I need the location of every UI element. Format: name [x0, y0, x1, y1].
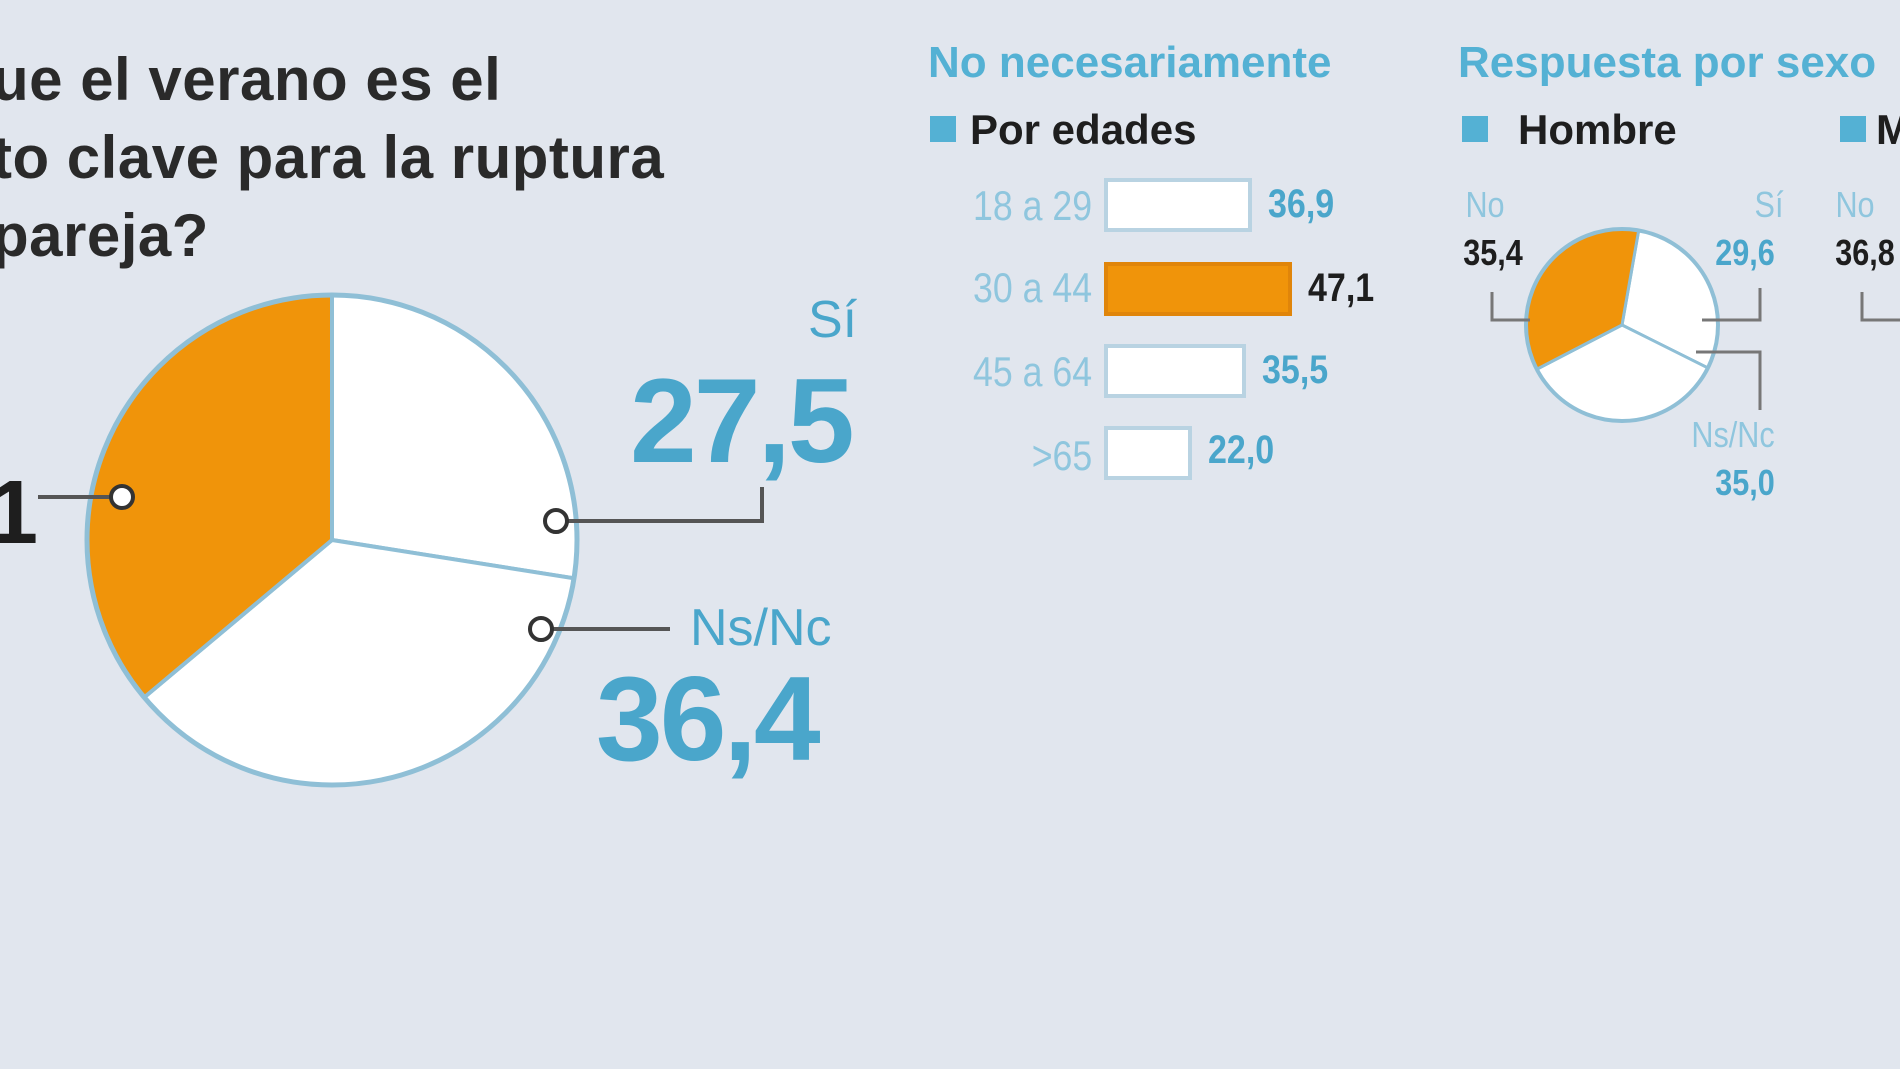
leader-dot-no — [109, 484, 135, 510]
hombre-si-value: 29,6 — [1715, 232, 1775, 273]
age-value: 47,1 — [1308, 266, 1375, 310]
age-bar — [1104, 178, 1252, 232]
question-line-3: pareja? — [0, 202, 209, 269]
main-si-value: 27,5 — [630, 354, 855, 488]
hombre-nsnc-label: Ns/Nc — [1691, 414, 1775, 455]
age-bar — [1104, 262, 1292, 316]
question-line-1: ue el verano es el — [0, 46, 502, 113]
mujer-legend: M — [1840, 106, 1900, 154]
age-bar — [1104, 344, 1246, 398]
age-value: 35,5 — [1262, 348, 1329, 392]
leader-dot-nsnc — [528, 616, 554, 642]
main-pie-slice-s — [330, 292, 579, 581]
mujer-label-fragment: M — [1876, 106, 1900, 153]
mujer-no-label: No — [1835, 184, 1875, 225]
leader-dot-si — [543, 508, 569, 534]
hombre-pie-outline — [1524, 227, 1720, 423]
main-nsnc-value: 36,4 — [596, 652, 821, 786]
no-section-header: No necesariamente — [928, 38, 1332, 87]
no-section-subheader: Por edades — [930, 106, 1196, 154]
sex-section-header: Respuesta por sexo — [1458, 38, 1877, 87]
no-section-subheader-text: Por edades — [970, 106, 1197, 153]
hombre-nsnc-value: 35,0 — [1715, 462, 1775, 503]
main-no-value-fragment: 1 — [0, 463, 39, 563]
age-value: 36,9 — [1268, 182, 1335, 226]
mujer-no-value: 36,8 — [1835, 232, 1895, 273]
age-label: >65 — [1031, 432, 1092, 479]
main-pie — [84, 292, 580, 788]
main-si-label: Sí — [808, 291, 858, 349]
hombre-label: Hombre — [1518, 106, 1677, 153]
leader-line-si — [556, 487, 764, 523]
legend-square-icon — [930, 115, 956, 142]
hombre-legend: Hombre — [1462, 106, 1677, 154]
legend-square-icon — [1840, 115, 1866, 142]
hombre-no-label: No — [1465, 184, 1505, 225]
age-label: 18 a 29 — [972, 182, 1092, 229]
hombre-no-value: 35,4 — [1463, 232, 1523, 273]
hombre-pie — [1524, 227, 1720, 423]
age-label: 30 a 44 — [972, 264, 1092, 311]
main-nsnc-label: Ns/Nc — [690, 599, 832, 657]
age-bar — [1104, 426, 1192, 480]
legend-square-icon — [1462, 115, 1488, 142]
main-pie-outline — [84, 292, 580, 788]
question-line-2: to clave para la ruptura — [0, 124, 665, 191]
mini-leader-no — [1490, 292, 1530, 322]
age-value: 22,0 — [1208, 428, 1275, 472]
mini-leader-mujer-no — [1860, 292, 1900, 322]
mini-leader-si — [1702, 288, 1762, 322]
hombre-si-label: Sí — [1754, 184, 1784, 225]
age-label: 45 a 64 — [972, 348, 1092, 395]
mini-leader-nsnc — [1696, 350, 1762, 410]
